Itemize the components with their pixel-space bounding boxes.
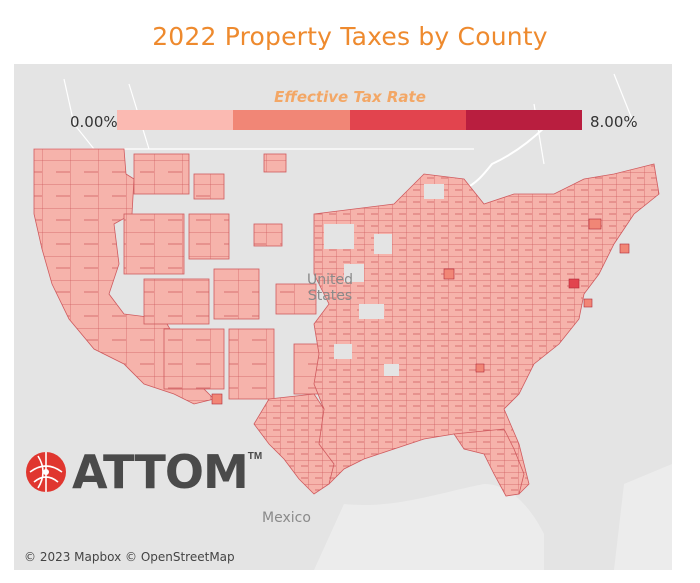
legend-swatch-1: [117, 110, 234, 130]
neighbor-country-label: Mexico: [262, 510, 311, 526]
legend-title: Effective Tax Rate: [274, 88, 426, 106]
high-tax-counties[interactable]: [211, 218, 630, 405]
county-region-texas[interactable]: [253, 393, 335, 495]
country-label: United States: [307, 272, 353, 304]
map-attribution[interactable]: © 2023 Mapbox © OpenStreetMap: [24, 550, 235, 564]
legend-swatch-4: [465, 110, 582, 130]
legend-swatch-3: [349, 110, 466, 130]
attom-logo: ATTOM TM: [24, 447, 262, 497]
county-region-florida[interactable]: [453, 428, 525, 497]
legend-swatch-2: [233, 110, 350, 130]
map-canvas[interactable]: [14, 64, 672, 570]
chart-title: 2022 Property Taxes by County: [152, 22, 548, 51]
legend-min-label: 0.00%: [70, 113, 118, 131]
attom-globe-icon: [26, 452, 66, 492]
map-svg: [33, 73, 672, 570]
missing-county-gaps: [324, 184, 444, 376]
county-clusters-mountain[interactable]: [123, 153, 345, 400]
legend-color-scale: [117, 110, 582, 130]
logo-wordmark: ATTOM: [72, 445, 249, 499]
logo-trademark: TM: [247, 451, 263, 462]
legend-max-label: 8.00%: [590, 113, 638, 131]
